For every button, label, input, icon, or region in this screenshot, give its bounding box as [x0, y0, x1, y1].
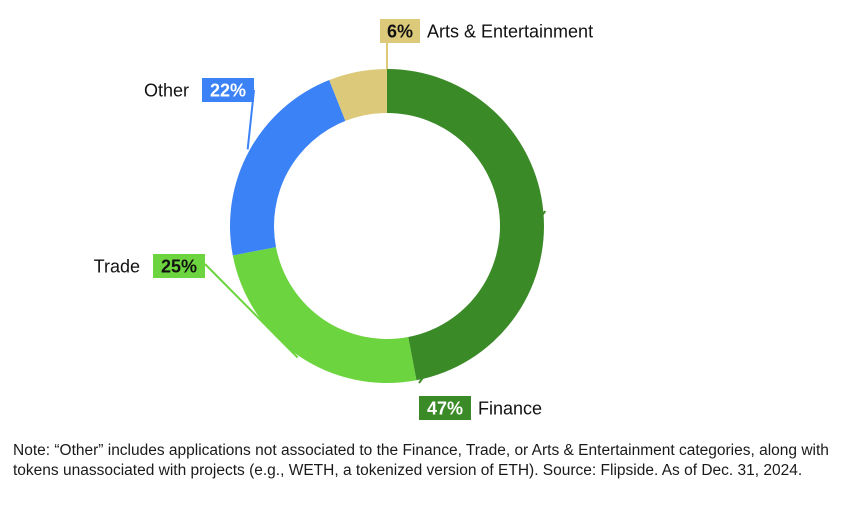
- pct-label-other: 22%: [210, 81, 246, 101]
- slice-finance: [387, 69, 545, 381]
- category-label-finance: Finance: [478, 399, 542, 419]
- donut-chart-svg: 47% Finance 25% Trade 22% Other 6% Arts & Enter…: [94, 19, 593, 420]
- category-label-trade: Trade: [94, 257, 140, 277]
- slice-other: [229, 80, 346, 256]
- slice-labels: 47% Finance 25% Trade 22% Other 6% Arts & Enter…: [94, 19, 593, 420]
- category-label-other: Other: [144, 81, 189, 101]
- leader-line-trade: [204, 263, 299, 359]
- donut-slices: [229, 69, 545, 383]
- pct-label-arts-and-entertainment: 6%: [387, 22, 413, 42]
- slice-arts-and-entertainment: [329, 69, 387, 121]
- pct-label-finance: 47%: [427, 399, 463, 419]
- category-label-arts-and-entertainment: Arts & Entertainment: [427, 22, 593, 42]
- slice-trade: [232, 247, 417, 383]
- label-box-finance: [419, 396, 471, 420]
- chart-note: Note: “Other” includes applications not …: [13, 442, 829, 479]
- label-box-trade: [153, 254, 205, 278]
- leader-line-finance: [418, 210, 547, 384]
- label-box-other: [202, 78, 254, 102]
- label-box-arts-and-entertainment: [380, 19, 420, 43]
- pct-label-trade: 25%: [161, 257, 197, 277]
- donut-chart: 47% Finance 25% Trade 22% Other 6% Arts & Enter…: [94, 19, 593, 420]
